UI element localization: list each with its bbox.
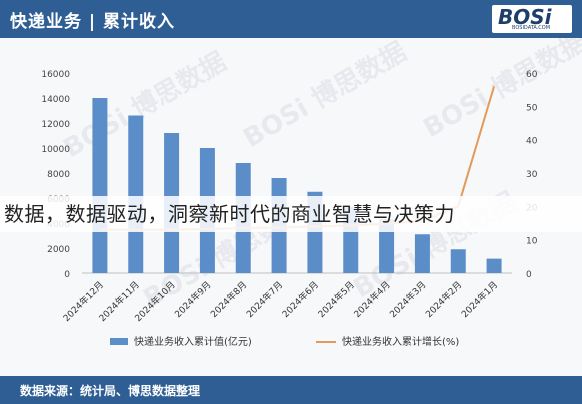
logo-text: BOSi (498, 5, 552, 29)
bar (128, 115, 144, 273)
bosi-logo: BOSi BOSIDATA.COM (492, 5, 572, 33)
x-category-label: 2024年8月 (208, 279, 249, 320)
left-y-tick-label: 10000 (41, 145, 70, 155)
watermark-text: BOSi 博思数据 (419, 38, 582, 144)
x-category-label: 2024年2月 (423, 279, 464, 320)
data-source: 数据来源：统计局、博思数据整理 (20, 384, 201, 398)
legend-bar-label: 快递业务收入累计值(亿元) (134, 335, 252, 348)
right-y-tick-label: 30 (526, 170, 538, 180)
left-y-tick-label: 0 (64, 270, 70, 280)
bar (379, 219, 395, 273)
watermark-text: BOSi 博思数据 (59, 47, 232, 164)
right-y-tick-label: 0 (526, 270, 532, 280)
legend-line-label: 快递业务收入累计增长(%) (342, 335, 459, 348)
legend-bar-swatch (110, 338, 128, 345)
right-y-tick-label: 40 (526, 137, 538, 147)
x-category-label: 2024年7月 (244, 279, 285, 320)
left-y-tick-label: 2000 (47, 245, 70, 255)
watermark-text: BOSi 博思数据 (239, 38, 412, 154)
x-category-label: 2024年6月 (280, 279, 321, 320)
x-category-label: 2024年5月 (315, 279, 356, 320)
bar (414, 234, 430, 273)
slogan-text: 数据，数据驱动，洞察新时代的商业智慧与决策力 (4, 202, 455, 226)
right-y-tick-label: 60 (526, 70, 538, 80)
left-y-tick-label: 14000 (41, 95, 70, 105)
right-y-tick-label: 10 (526, 237, 538, 247)
header-bar: 快递业务 | 累计收入 BOSi BOSIDATA.COM (0, 0, 582, 38)
left-y-tick-label: 16000 (41, 70, 70, 80)
footer-bar: 数据来源：统计局、博思数据整理 (0, 376, 582, 404)
x-category-label: 2024年1月 (459, 279, 500, 320)
bar (486, 258, 502, 273)
bar (450, 249, 466, 273)
left-y-tick-label: 12000 (41, 120, 70, 130)
right-y-tick-label: 50 (526, 103, 538, 113)
slogan-overlay: 数据，数据驱动，洞察新时代的商业智慧与决策力 (0, 196, 582, 232)
logo-subtext: BOSIDATA.COM (512, 25, 551, 31)
bar (92, 98, 108, 273)
page-title: 快递业务 | 累计收入 (10, 12, 176, 32)
left-y-tick-label: 8000 (47, 170, 70, 180)
